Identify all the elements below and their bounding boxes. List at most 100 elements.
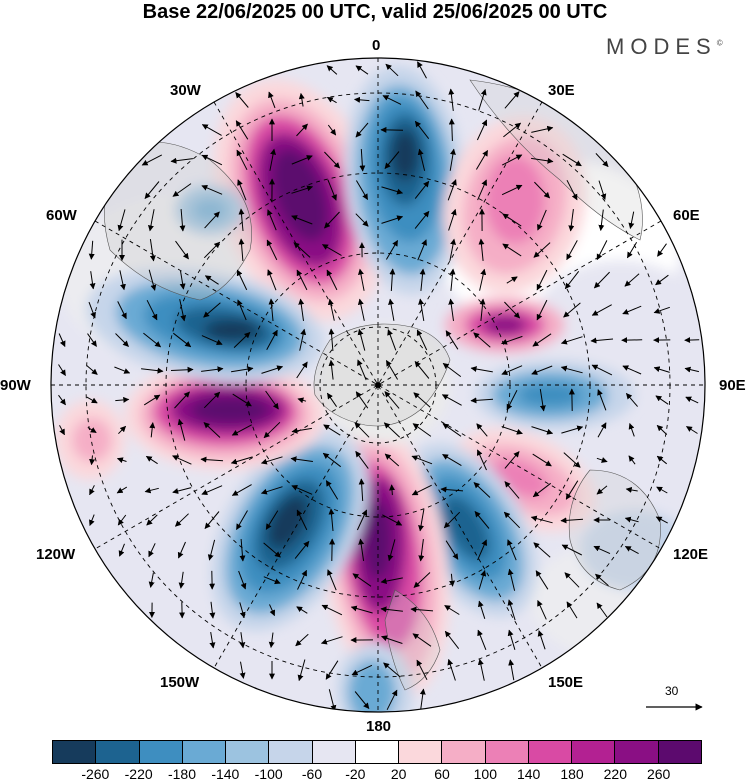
wind-arrow-icon — [172, 183, 192, 197]
wind-arrow-icon — [628, 455, 636, 465]
wind-arrow-icon — [117, 514, 127, 526]
wind-arrow-icon — [501, 365, 523, 375]
wind-arrow-icon — [593, 545, 611, 555]
wind-arrow-icon — [326, 96, 337, 104]
wind-arrow-icon — [355, 122, 369, 138]
wind-arrow-icon — [58, 394, 66, 406]
wind-arrow-icon — [260, 456, 283, 465]
wind-arrow-icon — [232, 393, 252, 407]
brand-name: MODES — [606, 34, 717, 59]
wind-arrow-icon — [297, 569, 307, 590]
wind-arrow-icon — [684, 366, 700, 373]
wind-arrow-icon — [448, 298, 455, 321]
wind-arrow-icon — [532, 453, 552, 467]
wind-arrow-icon — [88, 240, 95, 260]
wind-arrow-icon — [321, 604, 343, 616]
wind-arrow-icon — [115, 333, 129, 347]
wind-vectors — [58, 61, 700, 712]
wind-arrow-icon — [170, 366, 194, 373]
wind-arrow-icon — [238, 238, 245, 262]
wind-arrow-icon — [417, 148, 426, 171]
wind-arrow-icon — [474, 511, 490, 529]
wind-arrow-icon — [117, 209, 126, 232]
wind-arrow-icon — [172, 455, 192, 465]
colorbar-bin — [355, 741, 400, 763]
wind-arrow-icon — [530, 515, 553, 524]
wind-arrow-icon — [476, 449, 487, 471]
wind-arrow-icon — [597, 422, 607, 438]
wind-arrow-icon — [533, 242, 551, 258]
wind-arrow-icon — [236, 269, 248, 291]
wind-arrow-icon — [444, 630, 460, 650]
wind-arrow-icon — [172, 332, 192, 348]
wind-arrow-icon — [141, 154, 163, 166]
wind-arrow-icon — [448, 208, 457, 231]
lon-label-30e: 30E — [548, 82, 575, 99]
wind-arrow-icon — [448, 88, 455, 111]
wind-arrow-icon — [418, 509, 425, 532]
wind-arrow-icon — [653, 306, 670, 314]
colorbar-bin — [615, 741, 659, 763]
wind-arrow-icon — [563, 452, 581, 468]
wind-arrow-icon — [419, 268, 426, 291]
wind-arrow-icon — [473, 482, 491, 498]
wind-arrow-icon — [148, 269, 157, 291]
wind-arrow-icon — [560, 365, 583, 374]
wind-arrow-icon — [268, 298, 275, 322]
wind-arrow-icon — [385, 359, 399, 380]
wind-arrow-icon — [626, 392, 638, 407]
wind-arrow-icon — [291, 485, 313, 495]
colorbar-bin — [96, 741, 140, 763]
wind-arrow-icon — [442, 362, 462, 378]
wind-arrow-icon — [296, 269, 308, 291]
wind-arrow-icon — [502, 243, 522, 257]
lon-label-120w: 120W — [36, 546, 76, 563]
wind-arrow-icon — [179, 270, 186, 290]
wind-arrow-icon — [170, 157, 193, 164]
wind-arrow-icon — [504, 481, 520, 499]
wind-arrow-icon — [86, 396, 98, 404]
wind-arrow-icon — [442, 423, 462, 437]
wind-arrow-icon — [291, 155, 313, 165]
wind-arrow-icon — [239, 632, 246, 649]
wind-arrow-icon — [143, 332, 162, 348]
wind-arrow-icon — [203, 391, 221, 409]
wind-arrow-icon — [535, 570, 549, 590]
wind-arrow-icon — [320, 636, 343, 645]
wind-arrow-icon — [628, 211, 635, 229]
wind-arrow-icon — [290, 456, 313, 463]
wind-arrow-icon — [415, 90, 429, 110]
colorbar-tick-label: -140 — [211, 766, 240, 782]
wind-arrow-icon — [323, 424, 341, 436]
wind-arrow-icon — [507, 568, 516, 591]
wind-arrow-icon — [479, 298, 486, 321]
wind-arrow-icon — [536, 299, 548, 321]
colorbar-bin — [312, 741, 356, 763]
wind-arrow-icon — [560, 336, 583, 345]
wind-arrow-icon — [388, 298, 395, 321]
field-layer — [51, 58, 705, 712]
wind-arrow-icon — [414, 180, 430, 199]
wind-arrow-icon — [231, 484, 252, 496]
colorbar-tick-label: -220 — [124, 766, 153, 782]
wind-arrow-icon — [352, 573, 372, 587]
wind-arrow-icon — [231, 424, 252, 436]
wind-arrow-icon — [267, 209, 277, 231]
wind-arrow-icon — [235, 120, 249, 140]
wind-arrow-icon — [200, 456, 224, 463]
wind-arrow-icon — [237, 179, 247, 201]
wind-arrow-icon — [59, 425, 65, 436]
wind-arrow-icon — [537, 630, 546, 650]
wind-arrow-icon — [381, 215, 404, 224]
lon-label-60e: 60E — [673, 207, 700, 224]
wind-arrow-icon — [537, 209, 547, 231]
wind-arrow-icon — [298, 298, 305, 321]
wind-arrow-icon — [507, 599, 516, 621]
brand-logo: MODES© — [606, 34, 723, 60]
wind-arrow-icon — [476, 423, 488, 437]
wind-arrow-icon — [561, 425, 584, 434]
wind-arrow-icon — [291, 427, 312, 434]
wind-arrow-icon — [87, 333, 97, 347]
wind-arrow-icon — [595, 573, 609, 587]
wind-arrow-icon — [357, 268, 365, 291]
